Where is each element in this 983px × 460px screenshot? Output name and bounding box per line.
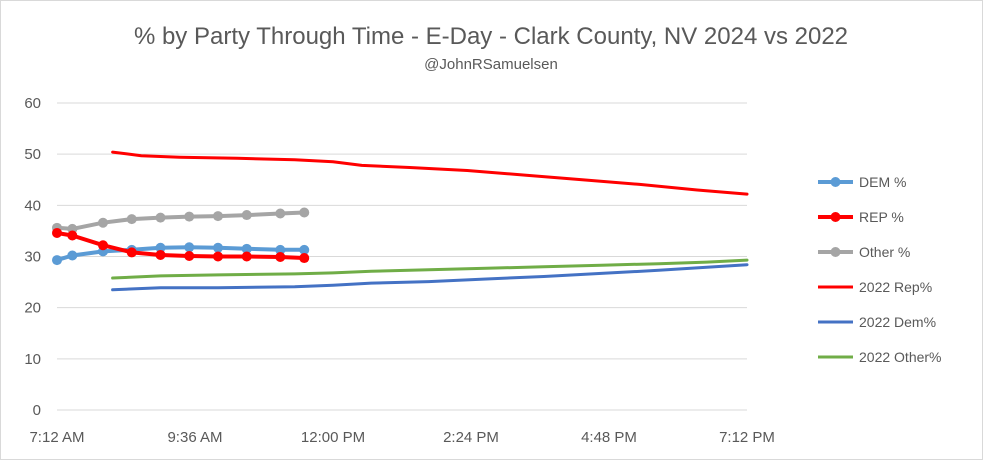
point-dem-1: [67, 250, 78, 261]
series-line-2022-dem: [111, 263, 749, 292]
x-tick-label-4: 4:48 PM: [581, 429, 637, 446]
legend-label-2022-dem: 2022 Dem%: [859, 314, 936, 330]
point-rep-0: [52, 227, 62, 238]
point-rep-9: [299, 253, 310, 264]
point-other-2: [98, 217, 108, 228]
chart-subtitle: @JohnRSamuelsen: [424, 56, 558, 73]
point-rep-2: [98, 240, 108, 251]
y-tick-label-30: 30: [24, 249, 41, 266]
series-lines: [52, 150, 749, 292]
legend-marker-other: [830, 247, 841, 257]
point-rep-1: [67, 230, 78, 241]
point-other-7: [241, 210, 252, 221]
series-line-dem: [55, 245, 307, 263]
x-tick-label-5: 7:12 PM: [719, 429, 775, 446]
y-tick-label-10: 10: [24, 351, 41, 368]
legend-label-other: Other %: [859, 244, 910, 260]
point-dem-0: [52, 255, 62, 266]
legend-marker-dem: [830, 177, 841, 187]
x-tick-label-0: 7:12 AM: [29, 429, 84, 446]
point-other-6: [213, 211, 223, 222]
point-dem-7: [241, 243, 252, 254]
point-dem-4: [155, 242, 166, 253]
point-other-4: [155, 212, 166, 223]
point-other-5: [184, 211, 195, 222]
point-dem-8: [275, 244, 286, 255]
point-dem-5: [184, 242, 195, 253]
y-axis-ticks: 0 10 20 30 40 50 60: [24, 95, 41, 419]
x-tick-label-1: 9:36 AM: [167, 429, 222, 446]
legend-label-dem: DEM %: [859, 174, 906, 190]
legend: DEM % REP % Other % 2022 Rep% 2022 Dem% 2022 …: [818, 174, 942, 365]
series-line-2022-other: [111, 258, 749, 280]
point-other-9: [299, 207, 310, 218]
x-tick-label-2: 12:00 PM: [301, 429, 365, 446]
y-tick-label-40: 40: [24, 197, 41, 214]
series-line-2022-rep: [111, 150, 749, 196]
series-line-rep: [55, 231, 307, 260]
y-tick-label-50: 50: [24, 146, 41, 163]
legend-label-2022-rep: 2022 Rep%: [859, 279, 932, 295]
y-tick-label-20: 20: [24, 300, 41, 317]
legend-label-rep: REP %: [859, 209, 904, 225]
point-rep-5: [184, 250, 195, 261]
x-axis-ticks: 7:12 AM 9:36 AM 12:00 PM 2:24 PM 4:48 PM 7:12…: [29, 429, 774, 446]
point-dem-6: [213, 242, 223, 253]
y-tick-label-60: 60: [24, 95, 41, 112]
point-rep-8: [275, 252, 286, 263]
point-other-8: [275, 208, 286, 219]
point-rep-3: [126, 247, 137, 258]
y-tick-label-0: 0: [33, 402, 41, 419]
series-line-other: [55, 210, 307, 231]
x-tick-label-3: 2:24 PM: [443, 429, 499, 446]
point-rep-4: [155, 249, 166, 260]
legend-marker-rep: [830, 212, 841, 222]
point-rep-6: [213, 251, 223, 262]
point-rep-7: [241, 251, 252, 262]
point-other-3: [126, 214, 137, 225]
legend-label-2022-other: 2022 Other%: [859, 349, 942, 365]
gridlines: [57, 102, 747, 411]
chart-title: % by Party Through Time - E-Day - Clark …: [134, 23, 848, 50]
point-dem-9: [299, 244, 310, 255]
